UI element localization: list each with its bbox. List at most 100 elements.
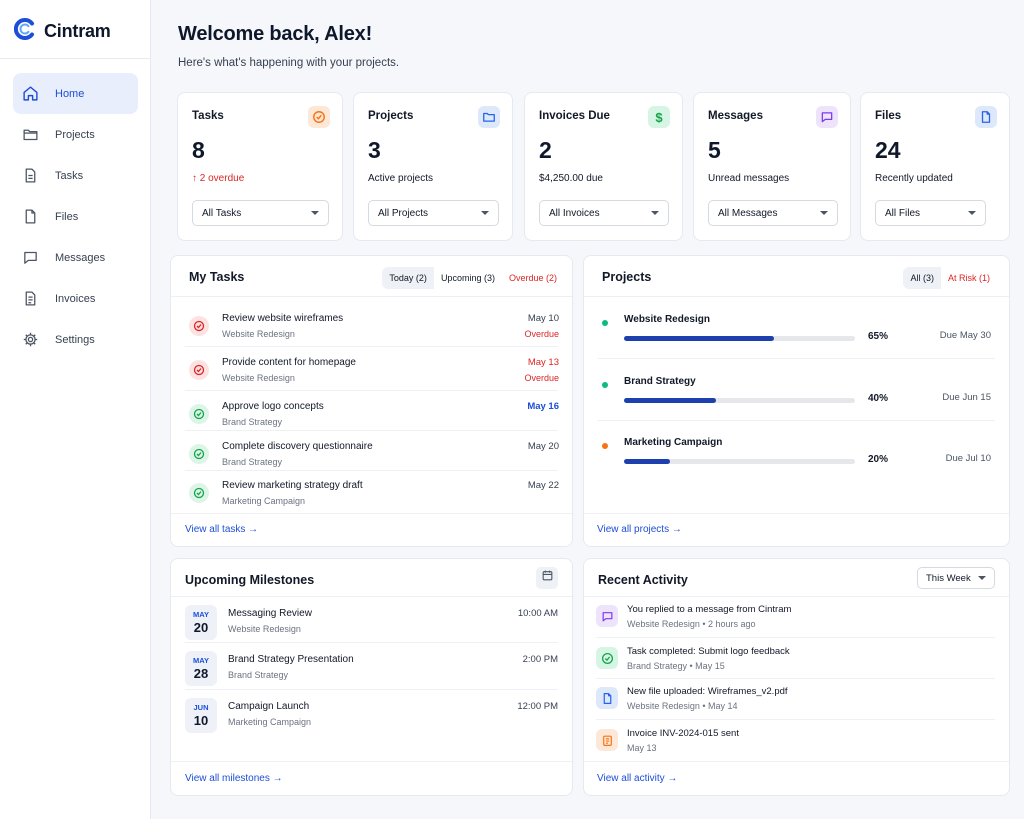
sidebar-item-messages[interactable]: Messages xyxy=(13,237,138,278)
milestone-row[interactable]: JUN 10 Campaign Launch Marketing Campaign… xyxy=(185,693,561,739)
my-tasks-panel: My Tasks Today (2) Upcoming (3) Overdue … xyxy=(170,255,573,547)
stat-value: 8 xyxy=(192,137,205,163)
invoice-icon xyxy=(596,729,618,751)
status-dot xyxy=(602,320,608,326)
files-filter-select[interactable]: All Files xyxy=(875,200,986,226)
tab-today[interactable]: Today (2) xyxy=(382,267,434,289)
activity-period-select[interactable]: This Week xyxy=(917,567,995,589)
sidebar-item-label: Files xyxy=(55,210,79,223)
task-row[interactable]: Complete discovery questionnaire Brand S… xyxy=(185,438,562,478)
file-icon xyxy=(21,208,39,226)
stat-sub: ↑ 2 overdue xyxy=(192,173,245,184)
sidebar-item-label: Invoices xyxy=(55,292,96,305)
app-logo[interactable]: Cintram xyxy=(13,18,111,45)
file-icon xyxy=(975,106,997,128)
divider xyxy=(185,689,558,690)
stat-card-tasks: Tasks 8 ↑ 2 overdue All Tasks xyxy=(177,92,343,241)
view-all-tasks-link[interactable]: View all tasks → xyxy=(185,524,259,535)
task-row[interactable]: Approve logo concepts Brand Strategy May… xyxy=(185,398,562,438)
tab-at-risk[interactable]: At Risk (1) xyxy=(947,273,990,283)
milestone-time: 12:00 PM xyxy=(517,701,558,712)
main-content: Welcome back, Alex! Here's what's happen… xyxy=(151,0,1024,819)
sidebar-item-home[interactable]: Home xyxy=(13,73,138,114)
divider xyxy=(185,642,558,643)
sidebar-item-label: Settings xyxy=(55,333,95,346)
invoices-filter-select[interactable]: All Invoices xyxy=(539,200,669,226)
check-circle-icon xyxy=(308,106,330,128)
divider xyxy=(185,390,558,391)
check-circle-icon xyxy=(189,444,209,464)
sidebar-item-invoices[interactable]: Invoices xyxy=(13,278,138,319)
sidebar-item-tasks[interactable]: Tasks xyxy=(13,155,138,196)
dollar-icon: $ xyxy=(648,106,670,128)
activity-row[interactable]: You replied to a message from Cintram We… xyxy=(596,601,994,641)
overdue-check-icon xyxy=(189,316,209,336)
tab-upcoming[interactable]: Upcoming (3) xyxy=(440,273,495,283)
task-row[interactable]: Provide content for homepage Website Red… xyxy=(185,354,562,394)
milestones-panel: Upcoming Milestones MAY 20 Messaging Revi… xyxy=(170,558,573,796)
chat-icon xyxy=(816,106,838,128)
page-subtitle: Here's what's happening with your projec… xyxy=(178,57,400,69)
milestone-name: Campaign Launch xyxy=(228,701,310,712)
activity-row[interactable]: New file uploaded: Wireframes_v2.pdf Web… xyxy=(596,683,994,723)
milestone-time: 10:00 AM xyxy=(517,608,558,619)
view-all-projects-link[interactable]: View all projects → xyxy=(597,524,682,535)
panel-title: Projects xyxy=(602,270,652,284)
tab-all[interactable]: All (3) xyxy=(903,267,941,289)
activity-row[interactable]: Task completed: Submit logo feedback Bra… xyxy=(596,643,994,683)
progress-bar xyxy=(624,459,855,464)
projects-filter-select[interactable]: All Projects xyxy=(368,200,499,226)
divider xyxy=(596,719,995,720)
divider xyxy=(596,637,995,638)
task-row[interactable]: Review marketing strategy draft Marketin… xyxy=(185,477,562,517)
messages-filter-select[interactable]: All Messages xyxy=(708,200,838,226)
task-name: Review website wireframes xyxy=(222,313,344,324)
sidebar-item-label: Messages xyxy=(55,251,106,264)
milestone-row[interactable]: MAY 20 Messaging Review Website Redesign … xyxy=(185,600,561,646)
activity-text: Invoice INV-2024-015 sent xyxy=(627,728,739,739)
divider xyxy=(185,430,558,431)
task-project: Website Redesign xyxy=(222,329,295,339)
activity-row[interactable]: Invoice INV-2024-015 sent May 13 xyxy=(596,725,994,765)
milestone-row[interactable]: MAY 28 Brand Strategy Presentation Brand … xyxy=(185,646,561,692)
project-name: Brand Strategy xyxy=(624,376,696,387)
stat-card-invoices: Invoices Due $ 2 $4,250.00 due All Invoi… xyxy=(524,92,683,241)
stat-sub: Recently updated xyxy=(875,173,953,184)
task-row[interactable]: Review website wireframes Website Redesi… xyxy=(185,310,562,350)
stat-value: 2 xyxy=(539,137,552,163)
divider xyxy=(584,296,1009,297)
project-name: Website Redesign xyxy=(624,314,710,325)
sidebar-item-projects[interactable]: Projects xyxy=(13,114,138,155)
project-row[interactable]: Website Redesign 65% Due May 30 xyxy=(598,312,994,362)
stat-card-messages: Messages 5 Unread messages All Messages xyxy=(693,92,851,241)
calendar-button[interactable] xyxy=(536,567,558,589)
chevron-down-icon xyxy=(968,211,976,215)
milestone-time: 2:00 PM xyxy=(522,654,558,665)
progress-fill xyxy=(624,336,775,341)
stat-value: 5 xyxy=(708,137,721,163)
stat-title: Files xyxy=(875,110,902,122)
sidebar-item-files[interactable]: Files xyxy=(13,196,138,237)
chat-icon xyxy=(596,605,618,627)
sidebar-nav: Home Projects Tasks Files Messages Invoi… xyxy=(13,73,138,360)
panel-title: Upcoming Milestones xyxy=(185,573,315,587)
sidebar-item-settings[interactable]: Settings xyxy=(13,319,138,360)
stat-sub: $4,250.00 due xyxy=(539,173,603,184)
stat-sub: Unread messages xyxy=(708,173,790,184)
tab-overdue[interactable]: Overdue (2) xyxy=(508,273,557,283)
due-date: Due May 30 xyxy=(939,330,991,341)
stat-title: Invoices Due xyxy=(539,110,610,122)
tasks-filter-select[interactable]: All Tasks xyxy=(192,200,329,226)
divider xyxy=(598,358,995,359)
project-row[interactable]: Brand Strategy 40% Due Jun 15 xyxy=(598,374,994,424)
view-all-milestones-link[interactable]: View all milestones → xyxy=(185,773,283,784)
status-dot xyxy=(602,382,608,388)
task-status: Overdue xyxy=(524,373,559,383)
task-date: May 20 xyxy=(527,441,559,452)
view-all-activity-link[interactable]: View all activity → xyxy=(597,773,678,784)
activity-text: Task completed: Submit logo feedback xyxy=(627,646,790,657)
project-row[interactable]: Marketing Campaign 20% Due Jul 10 xyxy=(598,435,994,485)
divider xyxy=(0,58,151,59)
milestone-project: Marketing Campaign xyxy=(228,717,312,727)
activity-meta: Website Redesign • May 14 xyxy=(627,701,738,711)
